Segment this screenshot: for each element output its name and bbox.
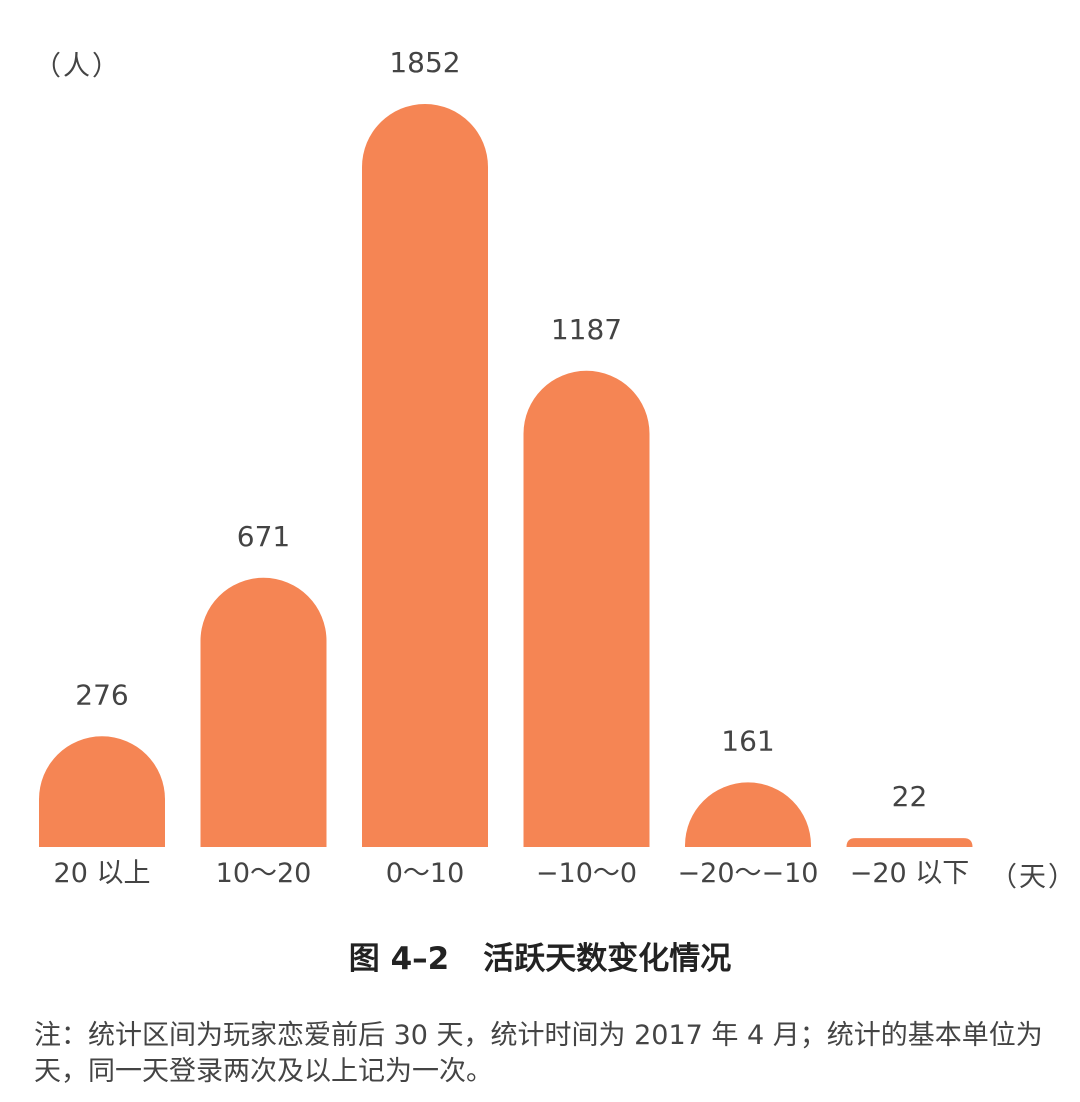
chart-note: 注：统计区间为玩家恋爱前后 30 天，统计时间为 2017 年 4 月；统计的基… — [34, 1020, 1043, 1087]
x-tick-label: −10～0 — [536, 858, 637, 889]
bar-value-label: 1187 — [551, 313, 622, 346]
figure-number: 图 4–2 — [348, 941, 450, 977]
chart-title: 活跃天数变化情况 — [483, 941, 732, 977]
x-axis-unit-label: （天） — [990, 862, 1077, 893]
x-tick-label: 0～10 — [386, 858, 465, 889]
bar-value-label: 671 — [237, 520, 290, 553]
category-labels-layer: 20 以上 10～20 0～10 −10～0 −20～−10 −20 以下 — [54, 858, 970, 889]
bar-0 — [39, 736, 165, 847]
value-labels-layer: 276 671 1852 1187 161 22 — [75, 46, 927, 813]
x-tick-label: −20 以下 — [850, 858, 970, 889]
bar-2 — [362, 104, 488, 847]
figure-caption: 图 4–2 活跃天数变化情况 — [0, 933, 1080, 978]
bar-value-label: 276 — [75, 678, 128, 711]
x-tick-label: 10～20 — [216, 858, 312, 889]
bar-value-label: 161 — [721, 724, 774, 757]
bar-3 — [523, 370, 650, 847]
bar-value-label: 22 — [892, 780, 928, 813]
bar-5 — [846, 838, 973, 847]
bars-layer — [39, 104, 973, 847]
bar-4 — [685, 782, 811, 847]
bar-value-label: 1852 — [389, 46, 460, 79]
x-tick-label: 20 以上 — [54, 858, 151, 889]
bar-1 — [200, 577, 327, 847]
bar-chart: 276 671 1852 1187 161 22 20 以上 10～20 0～10 −10～0 −… — [39, 46, 973, 889]
y-axis-unit-label: （人） — [34, 51, 121, 82]
x-tick-label: −20～−10 — [678, 858, 819, 889]
